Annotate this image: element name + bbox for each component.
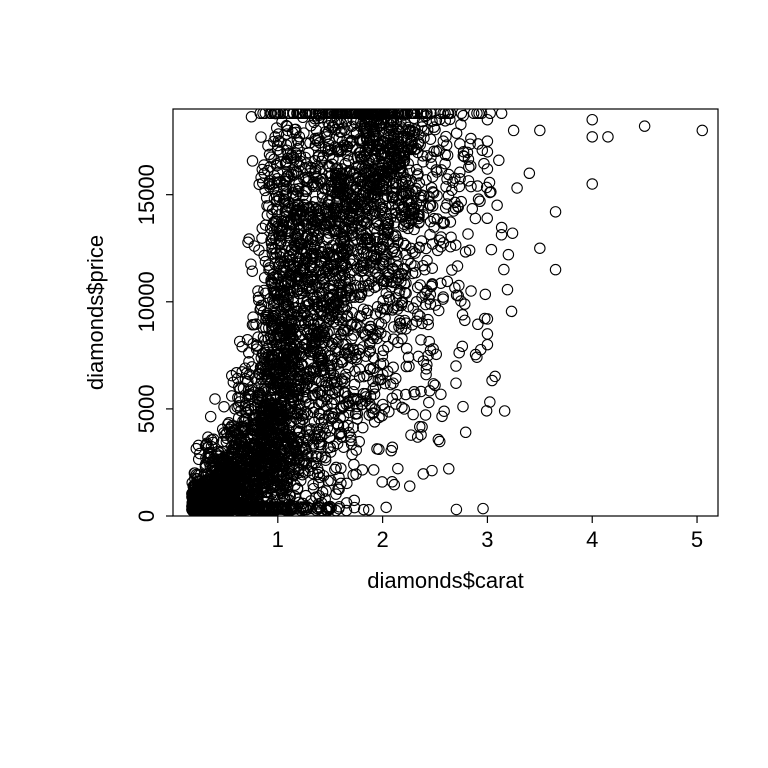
x-tick-label: 5 — [691, 527, 703, 552]
scatter-plot: 1 2 3 4 5 0 5000 10000 15000 diamonds$carat diamon… — [0, 0, 768, 768]
x-tick-label: 1 — [272, 527, 284, 552]
y-tick-label: 10000 — [134, 271, 159, 332]
x-tick-label: 3 — [481, 527, 493, 552]
y-tick-label: 5000 — [134, 384, 159, 433]
x-tick-label: 2 — [376, 527, 388, 552]
x-tick-label: 4 — [586, 527, 598, 552]
x-axis-label: diamonds$carat — [367, 568, 524, 593]
y-tick-label: 0 — [134, 510, 159, 522]
y-axis-label: diamonds$price — [83, 235, 108, 390]
y-tick-label: 15000 — [134, 164, 159, 225]
